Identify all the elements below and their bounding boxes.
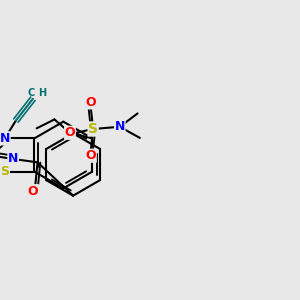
Text: O: O [85,149,96,162]
Text: N: N [115,120,125,133]
Text: S: S [88,122,98,136]
Text: N: N [8,152,18,166]
Text: O: O [85,96,96,109]
Text: O: O [65,126,75,139]
Text: H: H [38,88,46,98]
Text: O: O [28,185,38,198]
Text: N: N [0,132,10,145]
Text: S: S [0,165,9,178]
Text: C: C [27,88,34,98]
